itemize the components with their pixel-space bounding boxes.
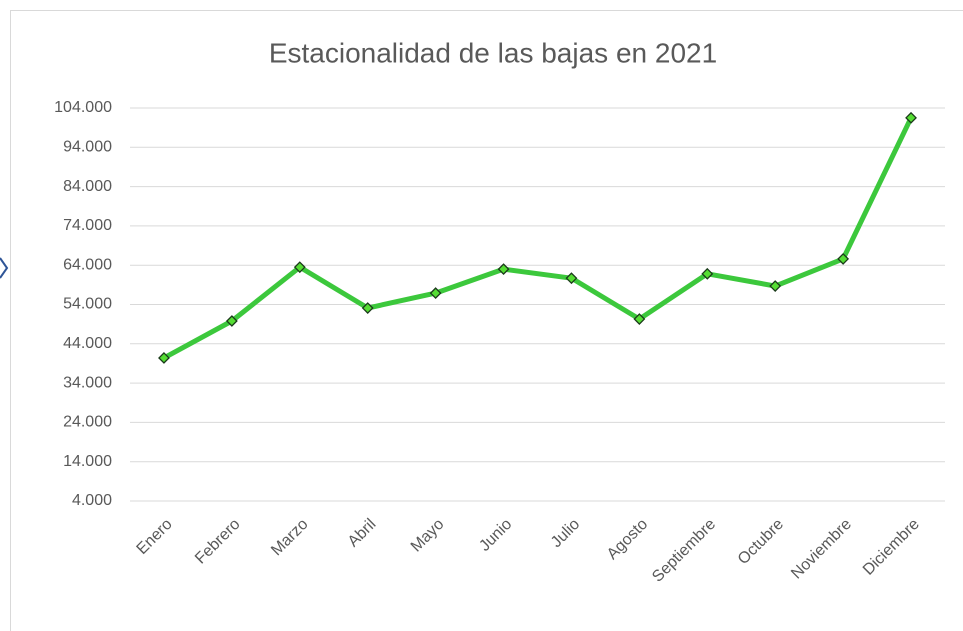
marker [701, 267, 714, 280]
line [162, 116, 914, 361]
y-tick-label: 4.000 [72, 492, 112, 509]
y-tick-label: 94.000 [63, 139, 112, 156]
marker [429, 287, 442, 300]
y-tick-label: 84.000 [63, 178, 112, 195]
marker [225, 315, 238, 327]
marker [497, 263, 510, 276]
marker [361, 302, 374, 314]
y-tick-label: 24.000 [63, 414, 112, 431]
chart-title: Estacionalidad de las bajas en 2021 [269, 37, 717, 68]
y-tick-label: 64.000 [63, 256, 112, 273]
marker [565, 272, 578, 285]
y-tick-label: 54.000 [63, 296, 112, 313]
y-tick-label: 104.000 [54, 99, 112, 116]
y-tick-label: 74.000 [63, 217, 112, 234]
arrow-fragment [0, 257, 9, 279]
chart-border [10, 10, 963, 631]
y-tick-label: 14.000 [63, 453, 112, 470]
y-tick-label: 34.000 [63, 374, 112, 391]
y-tick-label: 44.000 [63, 335, 112, 352]
marker [633, 313, 646, 325]
marker [293, 261, 306, 274]
marker [158, 352, 170, 364]
marker [769, 280, 782, 292]
marker [905, 111, 917, 124]
marker [837, 252, 850, 265]
